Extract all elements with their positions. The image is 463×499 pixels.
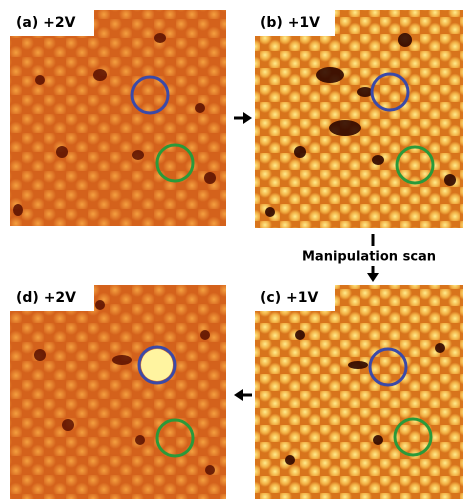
stm-image xyxy=(255,285,463,499)
panel-label: (c) +1V xyxy=(260,290,318,306)
figure: (a) +2V (b) +1V (c) +1V xyxy=(0,0,463,499)
arrow-right xyxy=(234,112,252,124)
arrow-left xyxy=(234,389,252,401)
stm-image xyxy=(10,285,226,499)
panel-d: (d) +2V xyxy=(10,285,226,499)
panel-label: (b) +1V xyxy=(260,15,320,31)
panel-b: (b) +1V xyxy=(255,10,463,228)
panel-c: (c) +1V xyxy=(255,285,463,499)
panel-label: (d) +2V xyxy=(16,290,76,306)
arrow-label: Manipulation scan xyxy=(302,250,436,265)
stm-image xyxy=(10,10,226,226)
panel-label: (a) +2V xyxy=(16,15,76,31)
bright-spot xyxy=(141,349,173,381)
panel-a: (a) +2V xyxy=(10,10,226,226)
stm-image xyxy=(255,10,463,228)
